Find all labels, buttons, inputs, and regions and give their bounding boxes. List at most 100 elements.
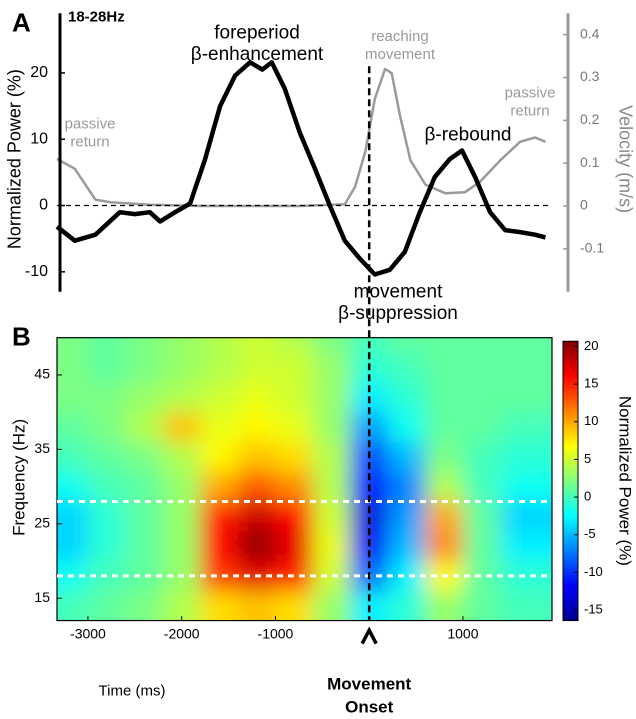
heatmap-cell xyxy=(162,441,201,473)
colorbar-tick-label: -10 xyxy=(584,564,603,579)
y-tick-label: 25 xyxy=(34,514,50,530)
heatmap-cell xyxy=(237,352,276,383)
heatmap-cell xyxy=(87,501,126,532)
colorbar-tick-label: 0 xyxy=(584,489,591,504)
y2-tick-label: 0.1 xyxy=(580,154,600,170)
heatmap-cell xyxy=(425,352,464,383)
heatmap-cell xyxy=(387,501,426,532)
colorbar-tick-label: 20 xyxy=(584,338,598,353)
heatmap-cell xyxy=(237,441,276,473)
annotation: movement xyxy=(354,282,443,303)
heatmap-cell xyxy=(162,471,201,502)
heatmap-cell xyxy=(87,352,126,383)
heatmap-cell xyxy=(57,471,89,502)
heatmap-cell xyxy=(237,590,276,621)
heatmap-cell xyxy=(312,441,351,473)
heatmap-cell xyxy=(387,337,426,354)
heatmap-cell xyxy=(87,337,126,354)
heatmap-cell xyxy=(237,382,276,413)
heatmap-cell xyxy=(87,471,126,502)
heatmap-cell xyxy=(57,590,89,621)
heatmap-cell xyxy=(462,531,501,562)
heatmap-cell xyxy=(200,412,239,443)
colorbar-label: Normalized Power (%) xyxy=(616,396,635,566)
y-tick-label: -10 xyxy=(25,263,48,280)
heatmap-cell xyxy=(462,412,501,443)
heatmap-cell xyxy=(500,337,552,354)
heatmap-cell xyxy=(275,441,314,473)
heatmap-cell xyxy=(162,412,201,443)
heatmap-cell xyxy=(125,352,164,383)
heatmap-cell xyxy=(275,382,314,413)
heatmap-cell xyxy=(275,337,314,354)
heatmap-cell xyxy=(162,352,201,383)
heatmap-cell xyxy=(200,501,239,532)
annotation: movement xyxy=(365,46,436,63)
x-axis-label: Time (ms) xyxy=(99,682,166,699)
heatmap-cell xyxy=(500,501,552,532)
heatmap-cell xyxy=(237,531,276,562)
heatmap-cell xyxy=(312,337,351,354)
x-tick-label: -3000 xyxy=(70,625,106,641)
heatmap-cell xyxy=(162,531,201,562)
heatmap-cell xyxy=(275,501,314,532)
y-tick-label: 15 xyxy=(34,589,50,605)
heatmap-cell xyxy=(425,501,464,532)
heatmap-cell xyxy=(500,412,552,443)
x-tick-label: -2000 xyxy=(164,625,200,641)
y-axis-label: Frequency (Hz) xyxy=(9,419,28,536)
heatmap-cell xyxy=(387,412,426,443)
band-title: 18-28Hz xyxy=(68,9,125,26)
colorbar-tick-label: -5 xyxy=(584,526,596,541)
heatmap-cell xyxy=(312,501,351,532)
heatmap-cell xyxy=(275,471,314,502)
heatmap-cell xyxy=(237,337,276,354)
heatmap-cell xyxy=(312,412,351,443)
x-tick-label: -1000 xyxy=(258,625,294,641)
heatmap-cell xyxy=(57,352,89,383)
annotation: passive xyxy=(505,85,556,102)
heatmap-cell xyxy=(312,382,351,413)
heatmap-cell xyxy=(57,382,89,413)
colorbar xyxy=(562,340,579,622)
heatmap-clip xyxy=(57,337,552,621)
heatmap-cell xyxy=(200,561,239,592)
heatmap-cell xyxy=(275,531,314,562)
y2-tick-label: 0.4 xyxy=(580,25,600,41)
heatmap-cell xyxy=(425,412,464,443)
heatmap-cell xyxy=(200,337,239,354)
event-label: Movement xyxy=(327,675,411,694)
heatmap-cell xyxy=(425,531,464,562)
heatmap-cells xyxy=(57,337,552,621)
y-tick-label: 10 xyxy=(30,130,48,147)
heatmap-cell xyxy=(462,337,501,354)
y2-tick-label: 0 xyxy=(580,197,588,213)
heatmap-cell xyxy=(387,352,426,383)
heatmap-cell xyxy=(162,501,201,532)
heatmap-cell xyxy=(312,531,351,562)
heatmap-cell xyxy=(237,501,276,532)
heatmap-cell xyxy=(57,337,89,354)
heatmap-cell xyxy=(425,337,464,354)
heatmap-cell xyxy=(125,412,164,443)
annotation: β-suppression xyxy=(338,303,458,324)
heatmap-cell xyxy=(500,590,552,621)
heatmap-cell xyxy=(350,501,389,532)
heatmap-cell xyxy=(350,412,389,443)
heatmap-cell xyxy=(200,382,239,413)
annotation: β-rebound xyxy=(425,124,512,145)
y-tick-label: 20 xyxy=(30,64,48,81)
heatmap-cell xyxy=(462,471,501,502)
heatmap-cell xyxy=(57,441,89,473)
heatmap-cell xyxy=(312,352,351,383)
heatmap-cell xyxy=(162,590,201,621)
colorbar-tick-label: 10 xyxy=(584,413,598,428)
colorbar-tick-label: 15 xyxy=(584,376,598,391)
heatmap-cell xyxy=(462,352,501,383)
heatmap-cell xyxy=(462,441,501,473)
heatmap-cell xyxy=(125,590,164,621)
series-line xyxy=(55,60,546,277)
heatmap-cell xyxy=(87,531,126,562)
heatmap-cell xyxy=(500,382,552,413)
